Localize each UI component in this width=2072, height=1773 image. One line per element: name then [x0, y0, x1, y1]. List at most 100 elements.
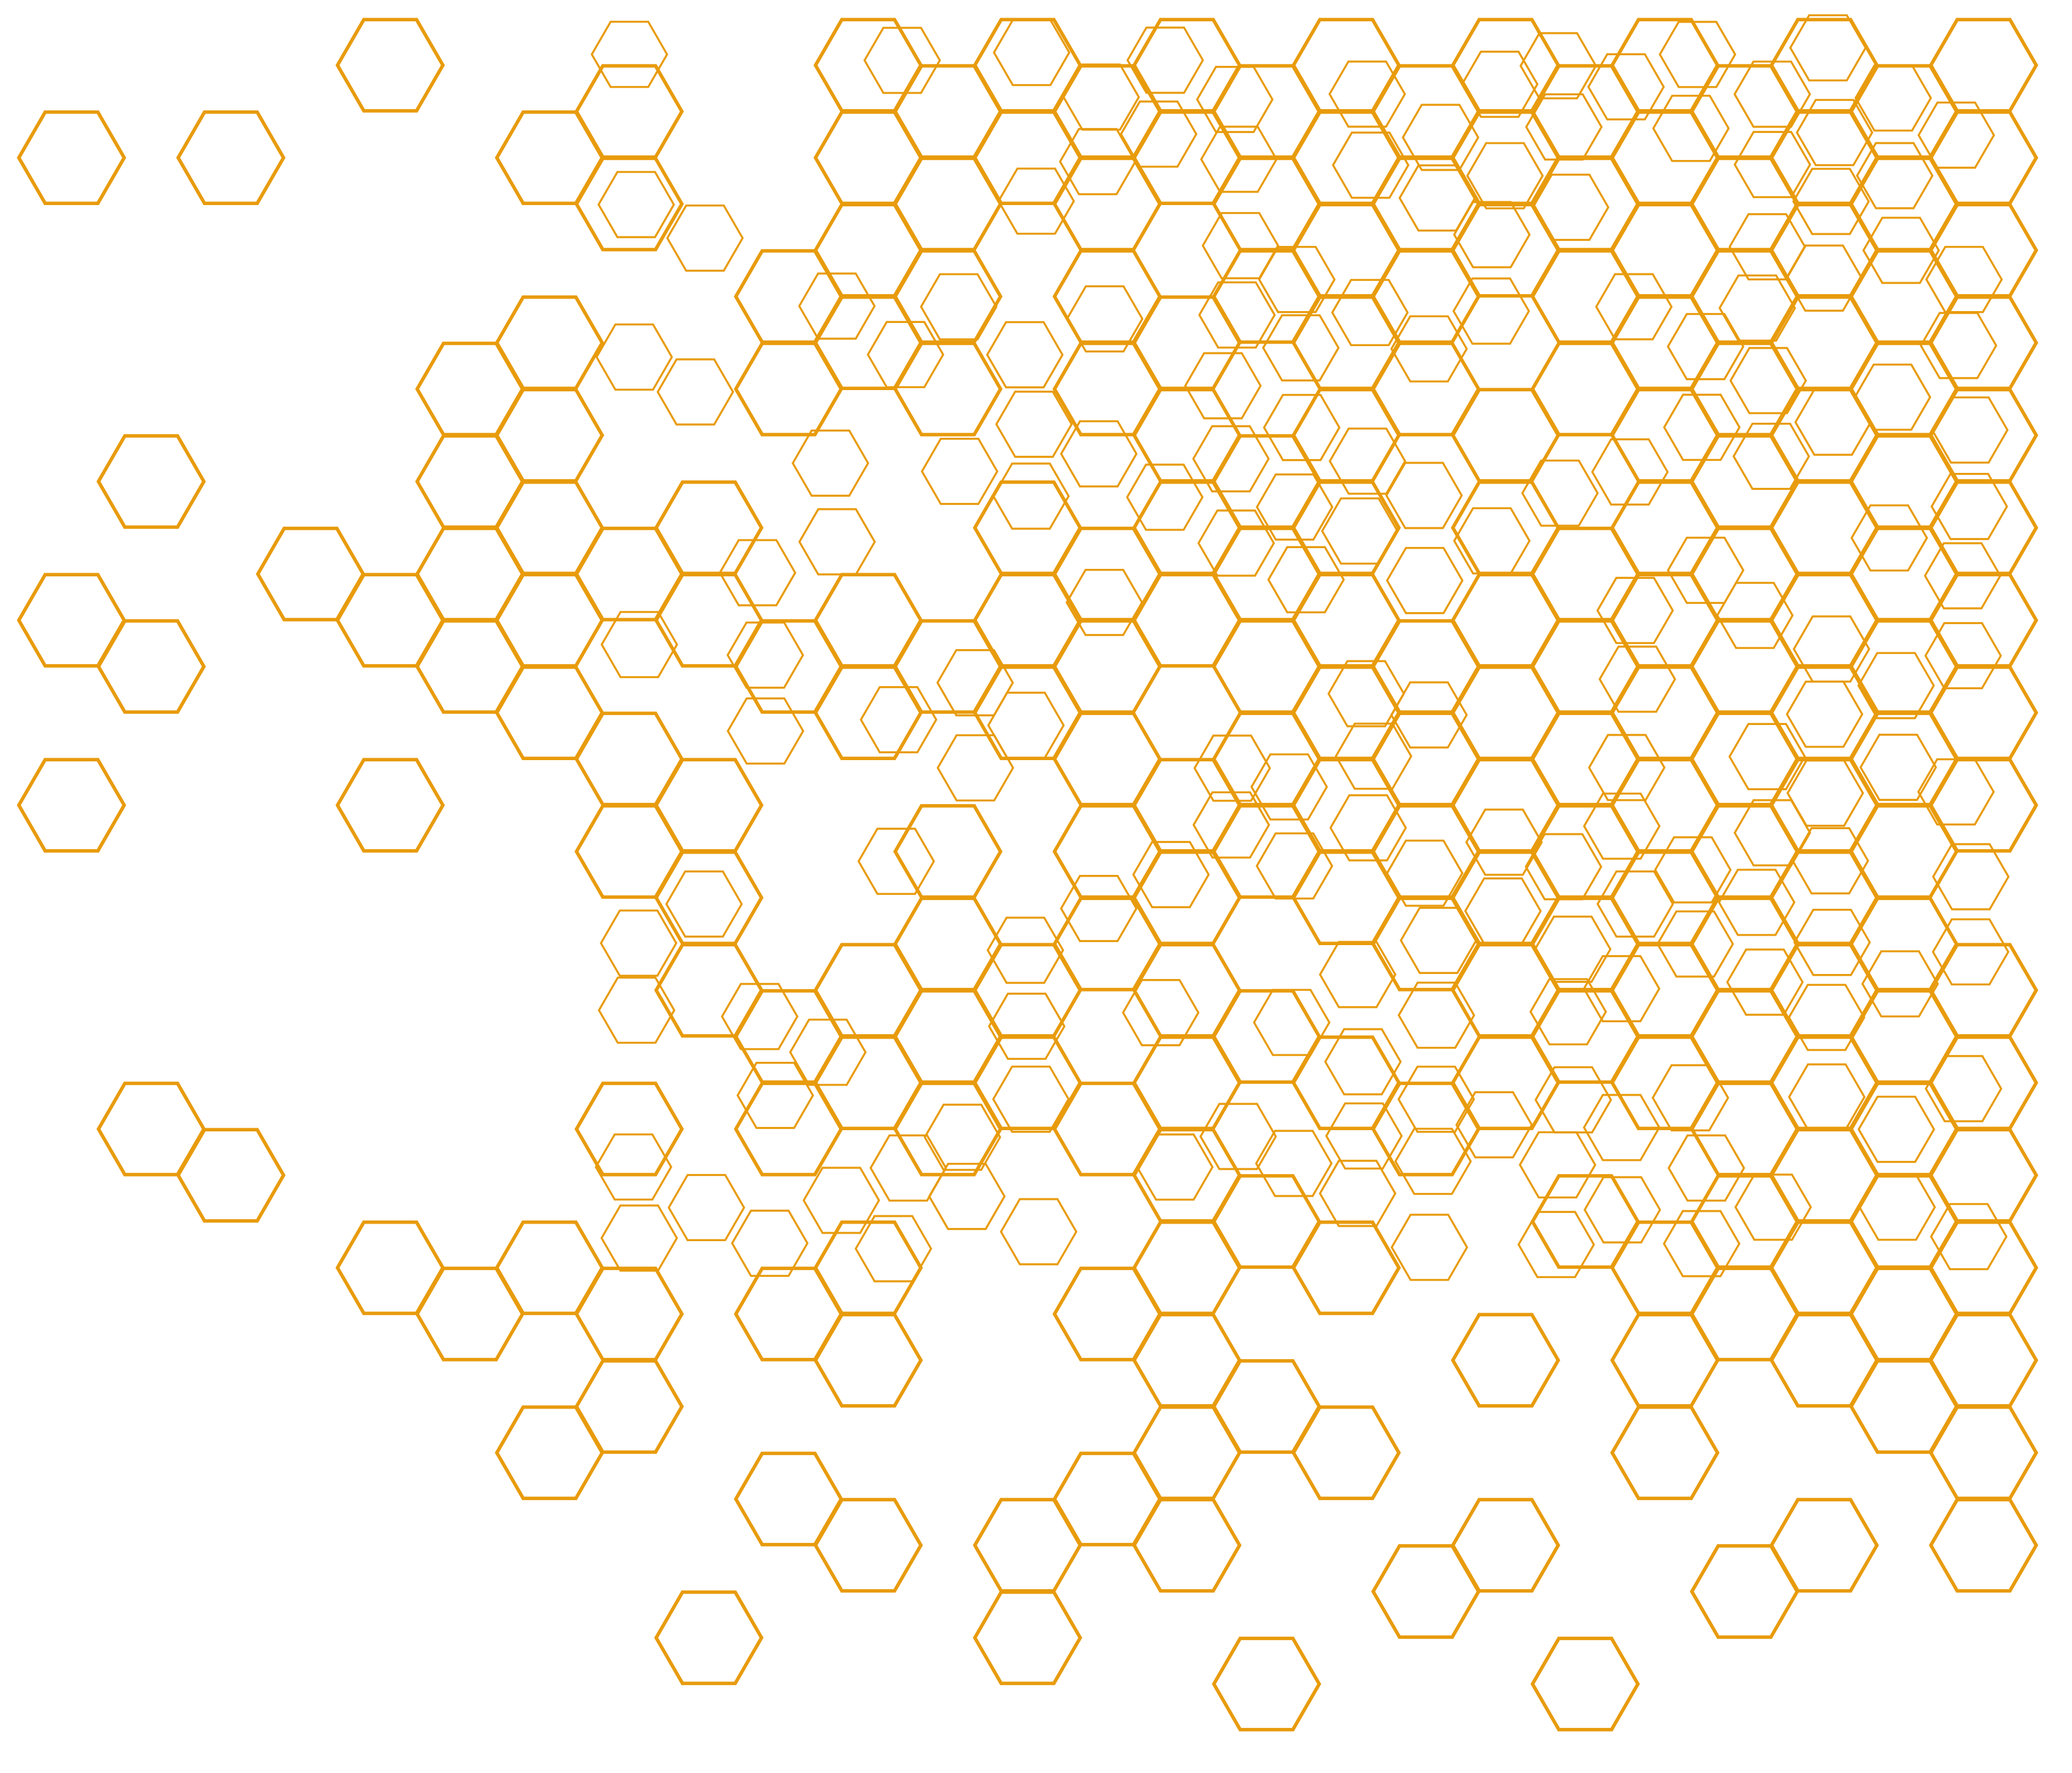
hexagon-outline-small — [1522, 460, 1598, 526]
hexagon-outline-small — [1933, 844, 2009, 909]
hexagon-outline-large — [337, 759, 443, 851]
hexagon-outline-large — [1214, 1638, 1319, 1730]
hexagon-outline-small — [602, 1205, 677, 1271]
hexagon-outline-small — [1653, 1066, 1728, 1131]
hexagon-outline-large — [1453, 1315, 1558, 1406]
hexagon-outline-small — [1061, 421, 1137, 487]
hexagon-outline-small — [1453, 278, 1529, 344]
hexagon-outline-small — [667, 206, 743, 271]
hexagon-outline-small — [1598, 578, 1673, 643]
hexagon-outline-large — [19, 759, 124, 851]
hexagon-outline-small — [1918, 759, 1994, 825]
hexagon-outline-small — [732, 1210, 807, 1276]
hexagon-outline-small — [871, 1135, 946, 1200]
hexagon-outline-small — [1403, 105, 1478, 170]
hexagon-outline-small — [1859, 1097, 1934, 1162]
hexagon-outline-small — [666, 872, 741, 937]
hexagon-outline-small — [1137, 1135, 1213, 1200]
hexagon-outline-small — [601, 911, 676, 976]
hexagon-outline-small — [1392, 1215, 1467, 1280]
hexagon-outline-small — [1931, 1204, 2006, 1269]
hexagon-outline-small — [1589, 735, 1664, 800]
hexagon-outline-small — [1926, 1056, 2001, 1121]
hexagon-outline-small — [1585, 1177, 1660, 1242]
hexagon-outline-small — [864, 28, 940, 93]
hexagon-outline-large — [576, 1083, 682, 1175]
hexagon-outline-small — [1787, 246, 1862, 311]
hexagon-outline-small — [999, 169, 1074, 234]
hexagon-outline-small — [1201, 1104, 1276, 1169]
hexagon-outline-small — [938, 650, 1013, 716]
hexagon-outline-large — [19, 112, 124, 204]
hexagon-outline-small — [1787, 682, 1862, 747]
hexagon-outline-small — [868, 322, 943, 387]
hexagon-outline-small — [925, 1104, 1000, 1170]
hexagon-outline-small — [1654, 96, 1729, 161]
hexagon-outline-small — [598, 172, 674, 237]
hexagon-outline-small — [602, 612, 677, 677]
hexagon-outline-large — [178, 112, 284, 204]
hexagon-outline-small — [921, 274, 996, 339]
hexagon-outline-small — [1465, 879, 1541, 944]
hexagon-outline-large — [656, 1592, 762, 1684]
hexagon-outline-small — [1736, 1175, 1811, 1240]
hexagon-outline-small — [1669, 1135, 1744, 1200]
hexagon-outline-small — [1320, 942, 1395, 1007]
hexagon-outline-small — [658, 359, 733, 425]
hexagon-layer-large — [19, 19, 2036, 1730]
hexagon-outline-small — [1729, 214, 1805, 280]
hexagon-outline-large — [975, 1592, 1080, 1684]
hexagon-outline-large — [98, 436, 204, 527]
hexagon-outline-small — [728, 623, 803, 688]
hexagon-outline-large — [1533, 1638, 1638, 1730]
hexagon-outline-small — [1399, 983, 1474, 1048]
hexagon-outline-small — [1859, 653, 1934, 718]
hexagon-outline-small — [1520, 1132, 1595, 1197]
hexagon-outline-small — [1735, 132, 1810, 197]
hexagon-outline-small — [1326, 1029, 1401, 1094]
hexagon-outline-small — [1454, 202, 1529, 267]
hexagon-outline-small — [1256, 1131, 1332, 1196]
hexagon-outline-small — [1467, 810, 1542, 875]
hexagon-outline-small — [1719, 275, 1795, 341]
hexagon-outline-small — [1933, 919, 2008, 985]
hexagon-outline-small — [1467, 143, 1543, 208]
hexagon-outline-small — [922, 439, 997, 504]
hexagon-outline-small — [669, 1175, 744, 1241]
hexagon-outline-small — [1387, 548, 1462, 613]
hexagon-outline-small — [799, 509, 874, 574]
hexagon-outline-small — [1254, 990, 1329, 1055]
hexagon-outline-small — [1001, 1199, 1076, 1264]
hexagon-outline-small — [1600, 647, 1675, 712]
hexagon-outline-small — [1932, 398, 2007, 463]
hexagon-outline-small — [1268, 547, 1344, 612]
hexagon-outline-small — [728, 699, 803, 764]
hexagon-outline-small — [1454, 508, 1529, 573]
hexagon-outline-small — [599, 978, 674, 1043]
hexagon-outline-small — [1856, 65, 1931, 130]
hexagon-outline-small — [597, 324, 672, 389]
hexagon-outline-small — [1861, 735, 1936, 800]
hexagon-outline-small — [938, 735, 1013, 800]
hexagon-outline-small — [1462, 51, 1538, 117]
hexagon-outline-small — [1729, 724, 1805, 789]
hexagon-outline-small — [994, 463, 1069, 529]
hexagon-outline-small — [1203, 213, 1278, 278]
hexagon-outline-small — [859, 828, 934, 894]
hexagon-outline-small — [1789, 1064, 1864, 1130]
hexagon-outline-large — [1612, 1407, 1718, 1499]
hexagon-outline-small — [861, 687, 936, 753]
hexagon-outline-large — [337, 19, 443, 110]
hexagon-outline-small — [1194, 792, 1269, 857]
hexagon-outline-small — [1320, 1161, 1395, 1226]
hexagon-outline-small — [1926, 247, 2002, 312]
hexagon-outline-small — [989, 693, 1064, 758]
hexagon-outline-small — [987, 322, 1063, 388]
hexagon-outline-small — [592, 22, 667, 87]
hexagon-outline-small — [1795, 389, 1871, 455]
hexagon-outline-large — [1931, 1500, 2036, 1591]
hexagon-outline-small — [1794, 617, 1869, 682]
hexagon-outline-small — [1257, 834, 1332, 899]
hexagon-outline-small — [1793, 169, 1869, 234]
